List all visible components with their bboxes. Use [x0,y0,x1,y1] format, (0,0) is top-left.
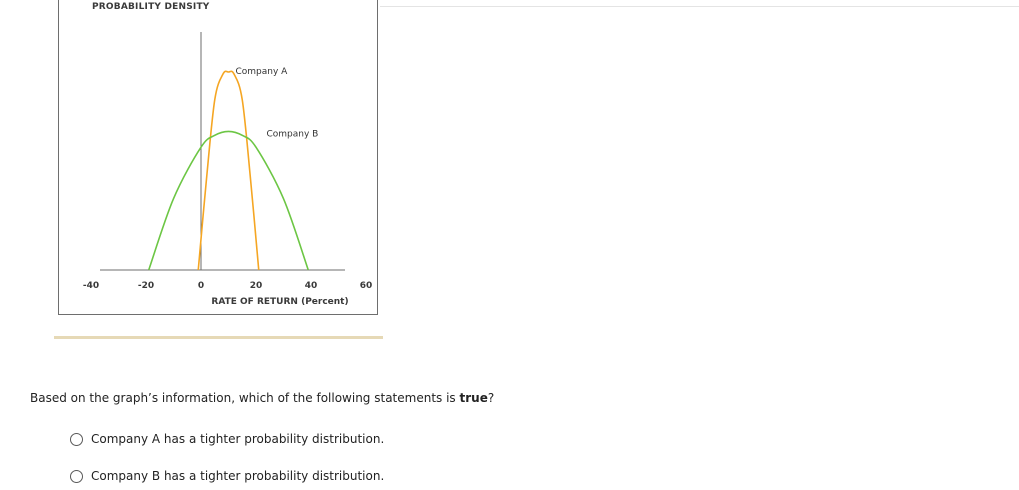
answer-option-b[interactable]: Company B has a tighter probability dist… [70,469,384,483]
answer-option-a[interactable]: Company A has a tighter probability dist… [70,432,384,446]
question-text: Based on the graph’s information, which … [30,391,494,405]
section-divider [54,336,383,339]
radio-button-icon[interactable] [70,469,83,483]
answer-option-label: Company B has a tighter probability dist… [91,469,385,483]
figure-frame [58,0,378,315]
y-axis-label: PROBABILITY DENSITY [92,2,210,12]
question-text-after: ? [487,391,495,405]
radio-button-icon[interactable] [70,432,83,446]
question-text-before: Based on the graph’s information, which … [30,391,460,405]
question-emphasis: true [459,391,488,405]
top-divider-line [380,6,1019,7]
answer-option-label: Company A has a tighter probability dist… [91,432,385,446]
